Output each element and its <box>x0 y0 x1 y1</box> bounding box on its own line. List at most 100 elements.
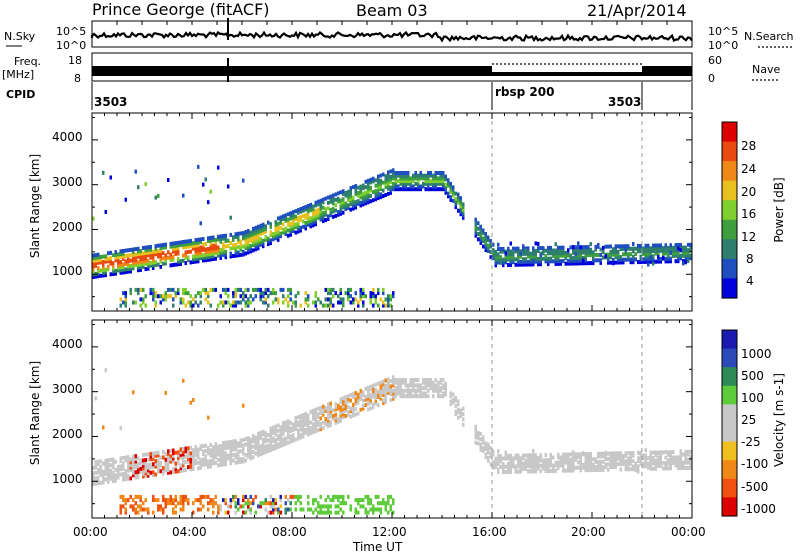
data-cell <box>479 442 482 447</box>
data-cell <box>352 394 355 399</box>
data-cell <box>279 427 282 432</box>
data-cell <box>514 467 517 472</box>
data-cell <box>224 236 227 241</box>
data-cell <box>494 257 497 262</box>
data-cell <box>659 256 662 261</box>
data-cell <box>187 239 190 244</box>
data-cell <box>534 241 537 246</box>
data-cell <box>432 394 435 399</box>
data-cell <box>312 217 315 222</box>
data-cell <box>679 243 682 247</box>
data-cell <box>457 192 460 197</box>
data-cell <box>259 504 262 509</box>
data-cell <box>294 494 297 499</box>
data-cell <box>187 454 190 459</box>
data-cell <box>597 468 600 472</box>
data-cell <box>282 432 285 437</box>
data-cell <box>209 189 212 194</box>
data-cell <box>157 262 160 267</box>
data-cell <box>312 300 315 305</box>
data-cell <box>402 394 405 399</box>
data-cell <box>267 501 270 506</box>
data-cell <box>359 192 362 197</box>
data-cell <box>439 386 442 391</box>
data-cell <box>534 461 537 466</box>
data-cell <box>659 259 662 264</box>
data-cell <box>647 461 650 466</box>
data-cell <box>549 463 552 468</box>
data-cell <box>599 462 602 467</box>
data-cell <box>224 510 227 515</box>
data-cell <box>264 237 267 242</box>
data-cell <box>277 434 280 439</box>
data-cell <box>487 450 490 455</box>
data-cell <box>237 449 240 454</box>
data-cell <box>542 458 545 463</box>
data-cell <box>334 197 337 202</box>
data-cell <box>177 259 180 264</box>
data-cell <box>457 195 460 200</box>
data-cell <box>547 461 550 465</box>
data-cell <box>117 255 120 260</box>
data-cell <box>459 206 462 211</box>
data-cell <box>592 468 595 473</box>
data-cell <box>357 392 360 397</box>
data-cell <box>314 407 317 412</box>
data-cell <box>279 504 282 509</box>
data-cell <box>262 440 265 445</box>
data-cell <box>247 454 250 459</box>
data-cell <box>419 171 422 175</box>
data-cell <box>507 246 510 251</box>
data-cell <box>357 191 360 195</box>
data-cell <box>312 424 315 429</box>
data-cell <box>392 378 395 382</box>
data-cell <box>264 291 267 296</box>
data-cell <box>342 303 345 308</box>
data-cell <box>127 253 130 258</box>
data-cell <box>327 421 330 426</box>
data-cell <box>294 300 297 305</box>
data-cell <box>252 433 255 438</box>
data-cell <box>382 401 385 405</box>
data-cell <box>509 241 512 246</box>
data-cell <box>92 465 95 470</box>
velocity-colorbar-swatch <box>722 460 737 480</box>
data-cell <box>189 464 192 469</box>
data-cell <box>292 220 295 225</box>
data-cell <box>269 230 272 235</box>
data-cell <box>462 417 465 422</box>
data-cell <box>244 437 247 441</box>
data-cell <box>354 412 357 417</box>
data-cell <box>357 411 360 416</box>
data-cell <box>317 207 320 212</box>
data-cell <box>139 259 142 264</box>
data-cell <box>369 199 372 204</box>
data-cell <box>324 504 327 509</box>
data-cell <box>372 291 375 296</box>
data-cell <box>212 287 215 292</box>
data-cell <box>359 407 362 412</box>
data-cell <box>339 494 342 499</box>
data-cell <box>219 300 222 305</box>
data-cell <box>139 494 142 499</box>
data-cell <box>109 272 112 277</box>
data-cell <box>327 206 330 211</box>
data-cell <box>169 287 172 292</box>
data-cell <box>92 471 95 476</box>
data-cell <box>687 460 690 465</box>
data-cell <box>379 195 382 200</box>
data-cell <box>602 255 605 260</box>
data-cell <box>227 504 230 509</box>
data-cell <box>344 204 347 209</box>
data-cell <box>372 303 375 308</box>
data-cell <box>167 294 170 299</box>
data-cell <box>369 294 372 299</box>
data-cell <box>182 494 185 499</box>
data-cell <box>182 457 185 462</box>
data-cell <box>349 191 352 196</box>
nave-tick-bottom: 0 <box>708 72 715 85</box>
data-cell <box>417 383 420 388</box>
data-cell <box>364 201 367 206</box>
data-cell <box>114 467 117 472</box>
data-cell <box>92 256 95 261</box>
